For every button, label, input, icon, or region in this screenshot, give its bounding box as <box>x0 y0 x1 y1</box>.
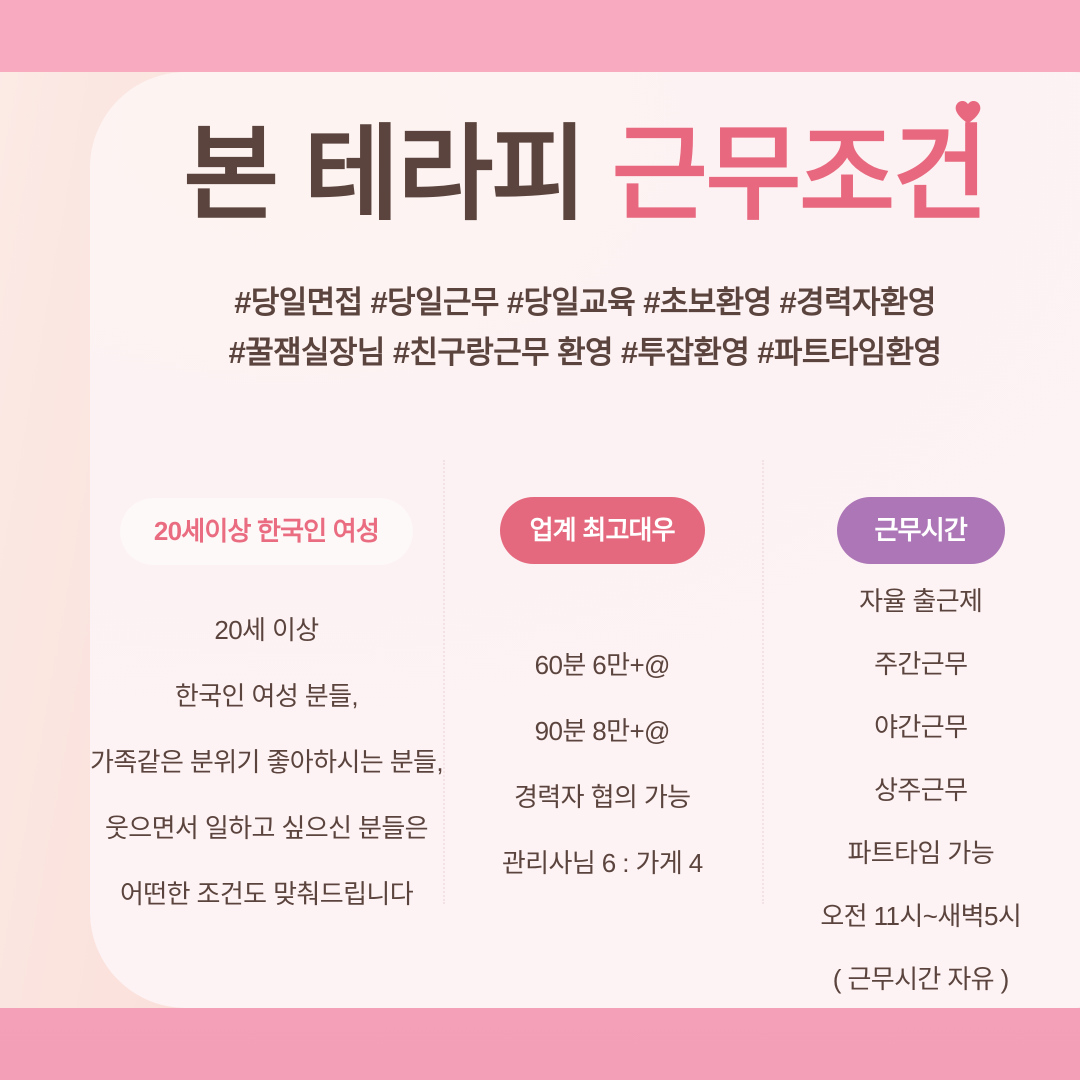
badge-requirements: 20세이상 한국인 여성 <box>119 498 414 565</box>
list-item: 주간근무 <box>874 649 968 679</box>
hashtag-block: #당일면접 #당일근무 #당일교육 #초보환영 #경력자환영 #꿀잼실장님 #친… <box>90 278 1080 378</box>
list-item: 상주근무 <box>874 775 968 805</box>
list-item: 오전 11시~새벽5시 <box>820 901 1022 931</box>
badge-pay: 업계 최고대우 <box>499 497 705 564</box>
list-item: 90분 8만+@ <box>534 716 671 746</box>
list-item: 경력자 협의 가능 <box>513 782 691 812</box>
hashtag-line-1: #당일면접 #당일근무 #당일교육 #초보환영 #경력자환영 <box>234 285 936 320</box>
list-item: 자율 출근제 <box>859 586 983 616</box>
list-item: 관리사님 6 : 가게 4 <box>501 848 703 878</box>
column-pay: 업계 최고대우 60분 6만+@ 90분 8만+@ 경력자 협의 가능 관리사님… <box>442 434 762 994</box>
list-item: 60분 6만+@ <box>534 650 671 680</box>
title-block: 본 테라피 근무조건 <box>90 100 1080 233</box>
title-dark-text: 본 테라피 <box>183 117 587 233</box>
hashtag-line-2: #꿀잼실장님 #친구랑근무 환영 #투잡환영 #파트타임환영 <box>228 335 942 371</box>
list-item: ( 근무시간 자유 ) <box>832 964 1010 994</box>
list-item: 야간근무 <box>874 712 968 742</box>
badge-hours: 근무시간 <box>836 497 1005 564</box>
list-item: 어떤한 조건도 맞춰드립니다 <box>119 879 414 909</box>
content-card: 본 테라피 근무조건 #당일면접 #당일근무 #당일교육 #초보환영 #경력자환… <box>90 72 1080 1008</box>
list-item: 파트타임 가능 <box>847 838 995 868</box>
info-columns: 20세이상 한국인 여성 20세 이상 한국인 여성 분들, 가족같은 분위기 … <box>90 434 1080 994</box>
column-requirements-body: 20세 이상 한국인 여성 분들, 가족같은 분위기 좋아하시는 분들, 웃으면… <box>90 615 444 947</box>
list-item: 웃으면서 일하고 싶으신 분들은 <box>104 813 429 843</box>
list-item: 가족같은 분위기 좋아하시는 분들, <box>90 747 444 777</box>
page-title: 본 테라피 근무조건 <box>183 100 989 233</box>
heart-icon <box>955 100 981 124</box>
title-pink-text: 근무조건 <box>611 117 989 233</box>
column-hours: 근무시간 자율 출근제 주간근무 야간근무 상주근무 파트타임 가능 오전 11… <box>761 434 1080 994</box>
column-requirements: 20세이상 한국인 여성 20세 이상 한국인 여성 분들, 가족같은 분위기 … <box>90 434 444 994</box>
list-item: 20세 이상 <box>214 615 319 645</box>
card-inner: 본 테라피 근무조건 #당일면접 #당일근무 #당일교육 #초보환영 #경력자환… <box>90 72 1080 1008</box>
column-pay-body: 60분 6만+@ 90분 8만+@ 경력자 협의 가능 관리사님 6 : 가게 … <box>502 652 703 916</box>
column-hours-body: 자율 출근제 주간근무 야간근무 상주근무 파트타임 가능 오전 11시~새벽5… <box>820 588 1021 1029</box>
list-item: 한국인 여성 분들, <box>174 681 359 711</box>
